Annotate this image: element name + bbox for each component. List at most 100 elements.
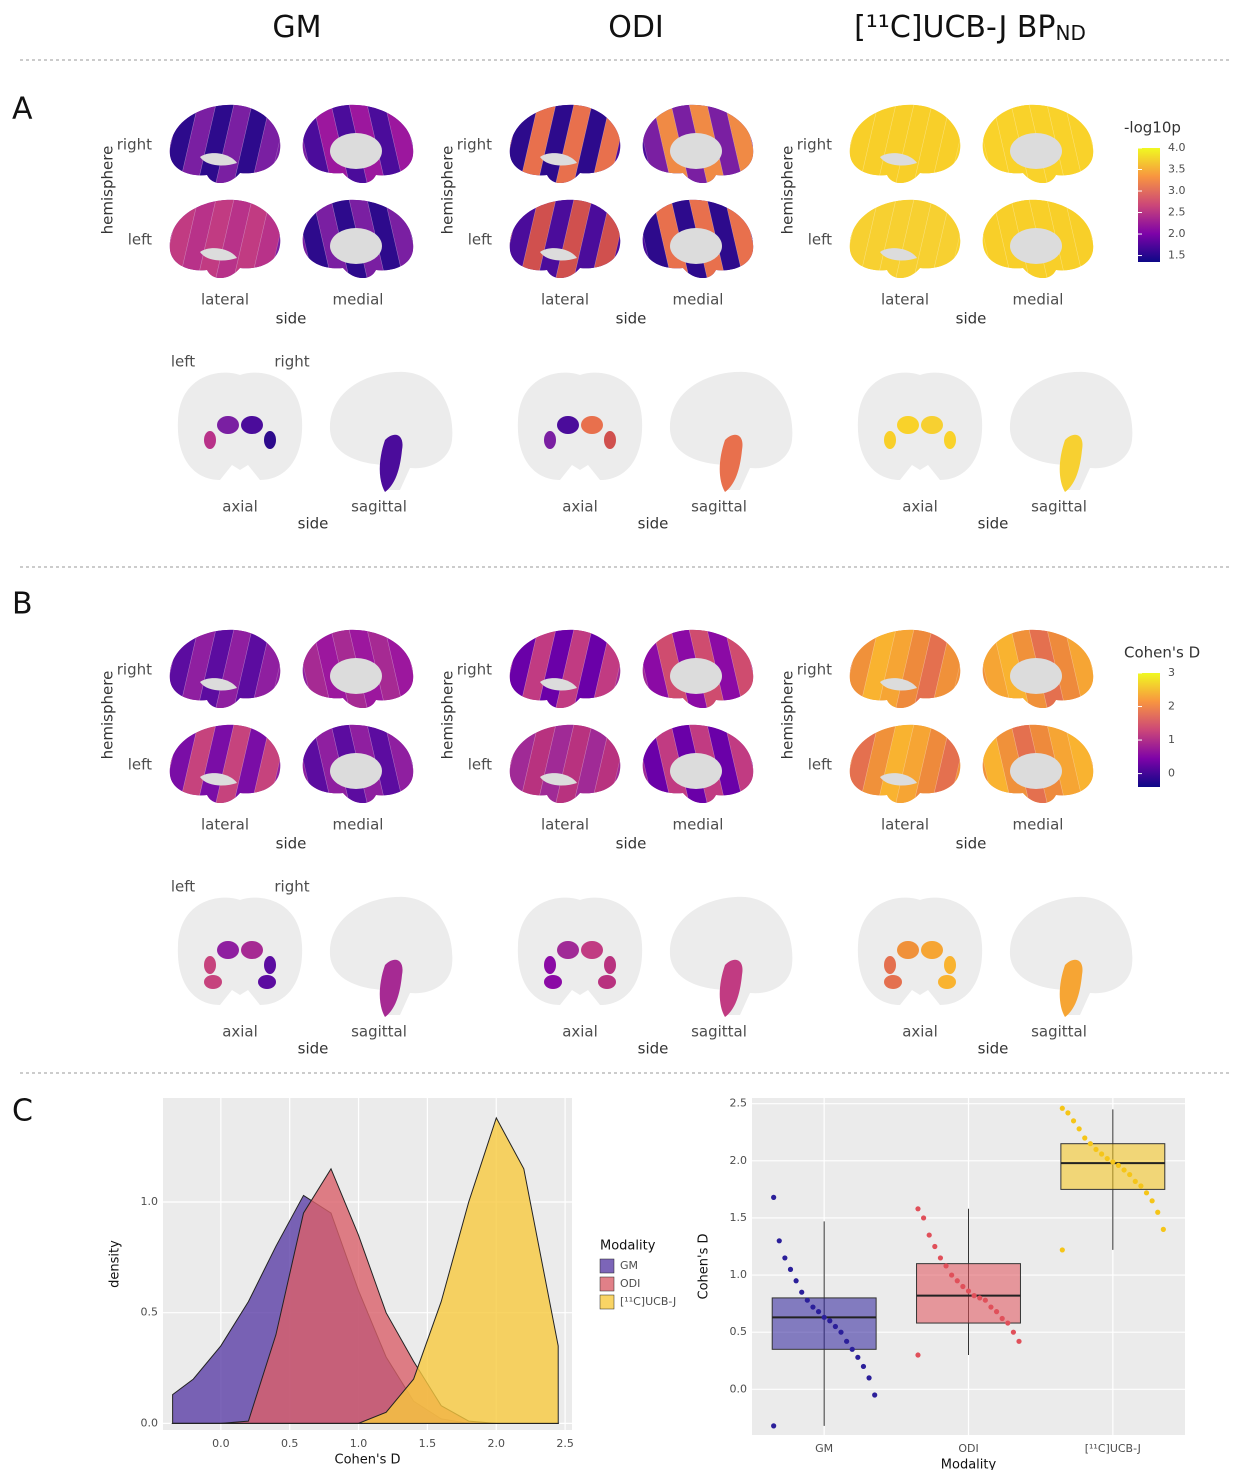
point <box>787 1266 794 1272</box>
x-axis-title: Modality <box>941 1458 997 1470</box>
point <box>1143 1190 1150 1196</box>
row-label: left <box>808 756 832 774</box>
view-label: lateral <box>201 291 249 309</box>
row-label: left <box>128 231 152 249</box>
view-label: medial <box>673 816 724 834</box>
region <box>858 199 898 279</box>
medial-wall <box>330 753 382 789</box>
structure <box>944 431 956 449</box>
point <box>1059 1105 1065 1111</box>
point <box>949 1272 955 1278</box>
region <box>912 724 952 804</box>
region <box>178 104 218 184</box>
regions <box>169 199 281 279</box>
region <box>365 724 405 804</box>
regions <box>509 724 621 804</box>
x-tick-label: 0.0 <box>212 1437 230 1450</box>
medial-wall <box>1010 228 1062 264</box>
x-axis-title: side <box>956 310 987 328</box>
row-label: right <box>117 661 152 679</box>
y-axis-title: hemisphere <box>99 671 117 760</box>
y-tick-label: 0.0 <box>141 1416 159 1429</box>
brain-map <box>849 629 961 709</box>
point <box>1155 1209 1161 1215</box>
region <box>572 199 612 279</box>
insula <box>200 248 237 261</box>
column-header: ODI <box>608 10 664 45</box>
view-label: sagittal <box>351 498 407 516</box>
y-axis-title: hemisphere <box>439 146 457 235</box>
header-text: ODI <box>608 10 664 45</box>
structure <box>241 416 263 434</box>
structure <box>544 431 556 449</box>
view-label: axial <box>902 1023 938 1041</box>
box <box>1060 1143 1166 1190</box>
insula <box>880 248 917 261</box>
region <box>178 199 218 279</box>
x-tick-label: [¹¹C]UCB-J <box>1085 1442 1141 1455</box>
brain-map <box>982 199 1094 279</box>
structure <box>241 941 263 959</box>
point <box>915 1206 921 1212</box>
colorbar-tick-label: 1.5 <box>1168 249 1186 262</box>
insula <box>200 153 237 166</box>
x-axis-title: side <box>978 515 1009 533</box>
brain-map <box>642 199 754 279</box>
panel-label: A <box>12 92 33 127</box>
structure <box>217 941 239 959</box>
row-label: left <box>468 756 492 774</box>
region <box>1045 724 1085 804</box>
y-tick-label: 0.0 <box>730 1382 748 1395</box>
structure <box>557 941 579 959</box>
view-label: axial <box>222 498 258 516</box>
point <box>1005 1320 1011 1326</box>
view-label: sagittal <box>691 1023 747 1041</box>
region <box>1045 199 1085 279</box>
point <box>804 1297 810 1303</box>
row-label: right <box>457 136 492 154</box>
view-label: medial <box>333 816 384 834</box>
point <box>1016 1338 1022 1344</box>
structure <box>258 975 276 989</box>
x-axis-title: side <box>298 1040 329 1058</box>
region <box>232 104 272 184</box>
brain-map <box>849 724 961 804</box>
insula <box>200 678 237 691</box>
row-label: left <box>128 756 152 774</box>
x-axis-title: side <box>638 1040 669 1058</box>
brain-map <box>302 629 414 709</box>
structure <box>719 434 743 492</box>
view-label: sagittal <box>1031 498 1087 516</box>
brain-map <box>302 199 414 279</box>
x-tick-label: 1.0 <box>350 1437 368 1450</box>
brain-map <box>982 724 1094 804</box>
region <box>858 104 898 184</box>
side-label: right <box>274 353 309 371</box>
point <box>860 1363 867 1370</box>
structure <box>884 956 896 974</box>
region <box>705 104 745 184</box>
view-label: lateral <box>541 816 589 834</box>
y-tick-label: 1.0 <box>141 1195 159 1208</box>
brain-map <box>302 104 414 184</box>
brain-map <box>982 104 1094 184</box>
colorbar-tick-label: 3 <box>1168 666 1175 679</box>
x-axis-title: side <box>616 310 647 328</box>
point <box>1121 1167 1127 1173</box>
point <box>954 1278 960 1284</box>
point <box>999 1315 1005 1322</box>
brain-map <box>509 724 621 804</box>
point <box>782 1255 788 1261</box>
brain-outline <box>177 897 303 1005</box>
legend-key <box>599 1276 615 1292</box>
subcortical-sagittal <box>1009 371 1133 492</box>
brain-outline <box>1009 896 1133 1015</box>
point <box>1093 1146 1099 1153</box>
view-label: lateral <box>881 291 929 309</box>
point <box>844 1338 850 1344</box>
view-label: lateral <box>201 816 249 834</box>
brain-map <box>849 104 961 184</box>
panel-label: C <box>12 1094 33 1129</box>
legend-key <box>599 1258 615 1274</box>
brain-outline <box>1009 371 1133 490</box>
